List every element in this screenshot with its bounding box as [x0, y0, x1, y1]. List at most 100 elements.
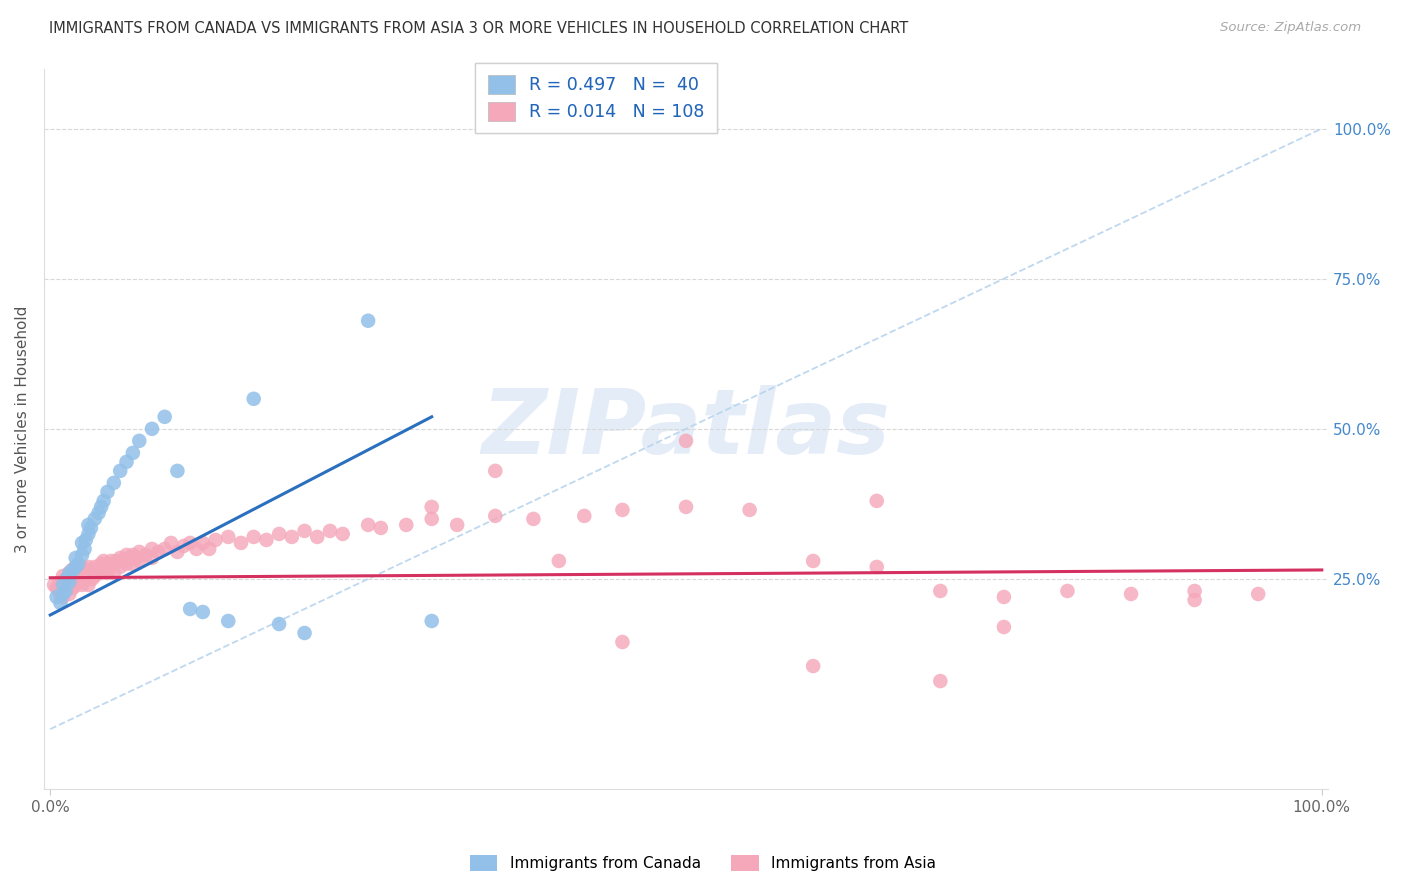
- Point: [83, 560, 105, 574]
- Point: [90, 566, 112, 580]
- Point: [94, 563, 117, 577]
- Point: [522, 512, 544, 526]
- Point: [58, 574, 80, 589]
- Point: [128, 434, 150, 448]
- Point: [108, 550, 131, 565]
- Point: [173, 539, 195, 553]
- Point: [141, 541, 163, 556]
- Point: [191, 605, 214, 619]
- Legend: Immigrants from Canada, Immigrants from Asia: Immigrants from Canada, Immigrants from …: [464, 849, 942, 877]
- Point: [446, 517, 468, 532]
- Point: [77, 569, 100, 583]
- Point: [58, 566, 80, 580]
- Point: [153, 541, 176, 556]
- Point: [801, 659, 824, 673]
- Point: [45, 590, 67, 604]
- Point: [65, 560, 87, 574]
- Point: [395, 517, 418, 532]
- Point: [357, 314, 380, 328]
- Point: [105, 554, 128, 568]
- Point: [77, 578, 100, 592]
- Point: [65, 550, 87, 565]
- Y-axis label: 3 or more Vehicles in Household: 3 or more Vehicles in Household: [15, 305, 30, 552]
- Point: [242, 392, 264, 406]
- Point: [420, 500, 443, 514]
- Point: [58, 587, 80, 601]
- Point: [52, 569, 75, 583]
- Point: [166, 545, 188, 559]
- Point: [166, 464, 188, 478]
- Point: [103, 566, 125, 580]
- Point: [191, 536, 214, 550]
- Point: [90, 500, 112, 514]
- Point: [122, 446, 145, 460]
- Point: [122, 548, 145, 562]
- Point: [547, 554, 569, 568]
- Point: [128, 554, 150, 568]
- Point: [929, 584, 952, 599]
- Point: [307, 530, 329, 544]
- Point: [65, 569, 87, 583]
- Point: [96, 484, 118, 499]
- Point: [69, 566, 91, 580]
- Point: [70, 548, 93, 562]
- Point: [62, 569, 84, 583]
- Point: [269, 527, 291, 541]
- Point: [319, 524, 342, 538]
- Point: [204, 533, 226, 547]
- Point: [55, 572, 77, 586]
- Point: [118, 550, 141, 565]
- Point: [198, 541, 221, 556]
- Point: [90, 557, 112, 571]
- Point: [675, 434, 697, 448]
- Point: [58, 574, 80, 589]
- Text: Source: ZipAtlas.com: Source: ZipAtlas.com: [1220, 21, 1361, 34]
- Point: [332, 527, 354, 541]
- Text: IMMIGRANTS FROM CANADA VS IMMIGRANTS FROM ASIA 3 OR MORE VEHICLES IN HOUSEHOLD C: IMMIGRANTS FROM CANADA VS IMMIGRANTS FRO…: [49, 21, 908, 36]
- Point: [83, 512, 105, 526]
- Point: [370, 521, 392, 535]
- Point: [70, 578, 93, 592]
- Point: [141, 422, 163, 436]
- Point: [160, 536, 183, 550]
- Point: [148, 545, 170, 559]
- Point: [484, 464, 506, 478]
- Point: [103, 557, 125, 571]
- Point: [75, 533, 97, 547]
- Point: [80, 563, 103, 577]
- Point: [55, 572, 77, 586]
- Point: [115, 455, 138, 469]
- Point: [73, 541, 96, 556]
- Point: [80, 521, 103, 535]
- Point: [357, 517, 380, 532]
- Point: [269, 617, 291, 632]
- Point: [242, 530, 264, 544]
- Point: [866, 560, 889, 574]
- Point: [420, 614, 443, 628]
- Point: [128, 545, 150, 559]
- Point: [1056, 584, 1078, 599]
- Point: [254, 533, 277, 547]
- Point: [217, 614, 239, 628]
- Point: [77, 527, 100, 541]
- Point: [52, 578, 75, 592]
- Point: [55, 581, 77, 595]
- Point: [67, 563, 90, 577]
- Point: [866, 494, 889, 508]
- Point: [49, 574, 72, 589]
- Point: [108, 560, 131, 574]
- Point: [49, 587, 72, 601]
- Point: [55, 584, 77, 599]
- Point: [77, 517, 100, 532]
- Point: [96, 566, 118, 580]
- Point: [60, 563, 83, 577]
- Point: [73, 566, 96, 580]
- Point: [70, 536, 93, 550]
- Point: [82, 572, 104, 586]
- Point: [125, 550, 148, 565]
- Point: [675, 500, 697, 514]
- Point: [294, 626, 316, 640]
- Point: [87, 506, 110, 520]
- Point: [122, 557, 145, 571]
- Point: [49, 596, 72, 610]
